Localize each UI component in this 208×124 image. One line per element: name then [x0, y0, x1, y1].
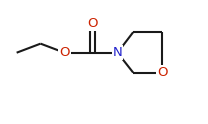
Text: N: N	[113, 46, 122, 59]
Text: O: O	[59, 46, 70, 59]
Text: O: O	[87, 17, 98, 30]
Text: O: O	[157, 66, 167, 79]
